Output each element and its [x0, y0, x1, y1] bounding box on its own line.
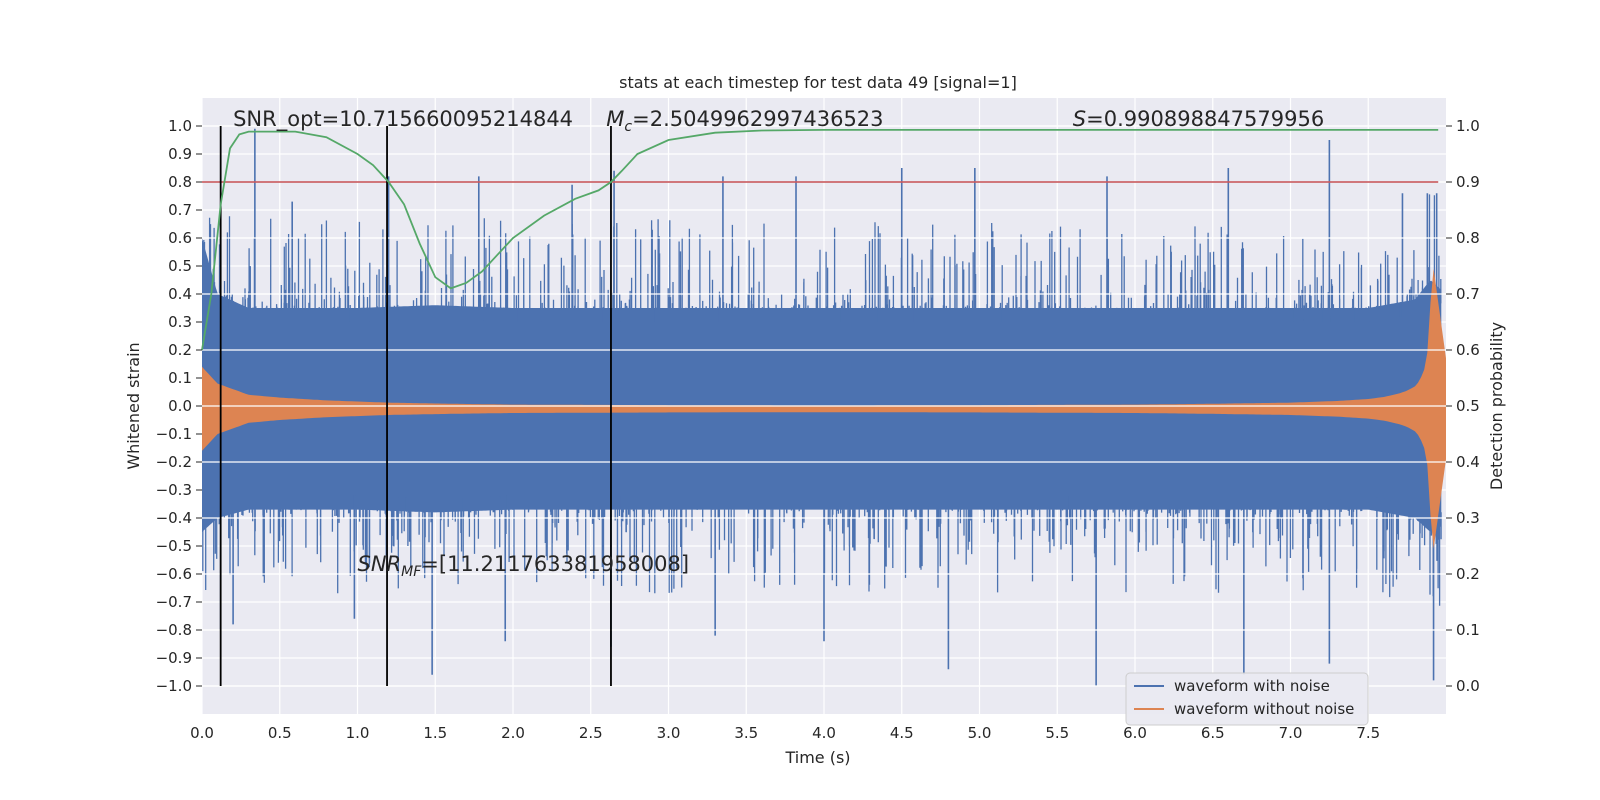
y-tick-label: −0.4: [156, 509, 192, 527]
annotation-4: SNRMF=[11.21176338195800‌8]: [358, 552, 690, 580]
y-tick-label: 0.3: [168, 313, 192, 331]
y-tick-label: 0.7: [168, 201, 192, 219]
x-tick-label: 2.5: [579, 724, 603, 742]
annotation-2: Mc=2.5049962997436523: [606, 107, 883, 135]
chart-title: stats at each timestep for test data 49 …: [619, 73, 1017, 92]
x-tick-label: 3.0: [657, 724, 681, 742]
annotation-symbol: M: [606, 107, 624, 131]
y2-tick-label: 0.1: [1456, 621, 1480, 639]
x-tick-label: 7.5: [1356, 724, 1380, 742]
y-tick-label: 0.8: [168, 173, 192, 191]
legend-box: [1125, 672, 1369, 726]
x-tick-label: 4.0: [812, 724, 836, 742]
y2-tick-label: 0.5: [1456, 397, 1480, 415]
y-tick-label: 0.4: [168, 285, 192, 303]
annotation-value: =[11.21176338195800‌8]: [421, 552, 689, 576]
x-tick-label: 5.5: [1045, 724, 1069, 742]
y-tick-label: 0.5: [168, 257, 192, 275]
y-axis-ticks: 1.0 0.9 0.8 0.7 0.6 0.5 0.4 0.3 0.2 0.1 0.0 −0.1 −0.…: [156, 117, 202, 695]
y-tick-label: −1.0: [156, 677, 192, 695]
y2-tick-label: 0.6: [1456, 341, 1480, 359]
x-tick-label: 7.0: [1279, 724, 1303, 742]
detection-probability-line: [201, 129, 1439, 351]
x-axis-ticks: 0.0 0.5 1.0 1.5 2.0 2.5 3.0 3.5 4.0 4.5 5.0 5.5 6.0 6…: [190, 724, 1380, 742]
y2-tick-label: 0.4: [1456, 453, 1480, 471]
y-tick-label: 0.2: [168, 341, 192, 359]
y-axis-label: Whitened strain: [124, 342, 143, 469]
y2-tick-label: 0.2: [1456, 565, 1480, 583]
annotation-subscript: c: [624, 119, 632, 135]
y2-tick-label: 0.8: [1456, 229, 1480, 247]
y2-tick-label: 0.9: [1456, 173, 1480, 191]
legend: waveform with noise waveform without nois…: [1125, 672, 1369, 726]
y2-tick-label: 1.0: [1456, 117, 1480, 135]
annotation-1: SNR_opt=10.715660095214844: [233, 107, 573, 132]
annotation-3: S=0.990898847579956: [1073, 107, 1324, 131]
overlays: [201, 125, 1446, 687]
x-tick-label: 3.5: [734, 724, 758, 742]
legend-label: waveform with noise: [1174, 677, 1330, 695]
annotation-symbol: SNR: [358, 552, 402, 576]
x-tick-label: 2.0: [501, 724, 525, 742]
y-tick-label: −0.9: [156, 649, 192, 667]
y-tick-label: −0.6: [156, 565, 192, 583]
x-tick-label: 6.0: [1123, 724, 1147, 742]
series-waveform-with-noise: [202, 128, 1442, 686]
y2-axis-label: Detection probability: [1487, 322, 1506, 490]
y-tick-label: 0.0: [168, 397, 192, 415]
y2-axis-ticks: 1.0 0.9 0.8 0.7 0.6 0.5 0.4 0.3 0.2 0.1 0.0: [1446, 117, 1480, 695]
x-tick-label: 0.0: [190, 724, 214, 742]
x-tick-label: 1.0: [346, 724, 370, 742]
x-axis-label: Time (s): [784, 748, 850, 767]
x-tick-label: 4.5: [890, 724, 914, 742]
y-tick-label: −0.7: [156, 593, 192, 611]
y-tick-label: −0.5: [156, 537, 192, 555]
x-tick-label: 5.0: [968, 724, 992, 742]
y-tick-label: 0.1: [168, 369, 192, 387]
y-tick-label: −0.3: [156, 481, 192, 499]
annotation-value: =2.5049962997436523: [632, 107, 883, 131]
annotation-subscript: MF: [401, 564, 422, 580]
clean-waveform-band: [202, 268, 1446, 549]
x-tick-label: 6.5: [1201, 724, 1225, 742]
y2-tick-label: 0.3: [1456, 509, 1480, 527]
x-tick-label: 1.5: [423, 724, 447, 742]
legend-label: waveform without noise: [1174, 700, 1354, 718]
y-tick-label: −0.1: [156, 425, 192, 443]
y-tick-label: 0.9: [168, 145, 192, 163]
y-tick-label: 1.0: [168, 117, 192, 135]
y-tick-label: −0.8: [156, 621, 192, 639]
annotation-symbol: S: [1073, 107, 1086, 131]
y-tick-label: −0.2: [156, 453, 192, 471]
y2-tick-label: 0.7: [1456, 285, 1480, 303]
x-tick-label: 0.5: [268, 724, 292, 742]
series-waveform-without-noise: [202, 268, 1446, 549]
y-tick-label: 0.6: [168, 229, 192, 247]
annotation-value: =0.990898847579956: [1086, 107, 1324, 131]
y2-tick-label: 0.0: [1456, 677, 1480, 695]
annotations: SNR_opt=10.715660095214844 Mc=2.504996299…: [233, 107, 1324, 580]
